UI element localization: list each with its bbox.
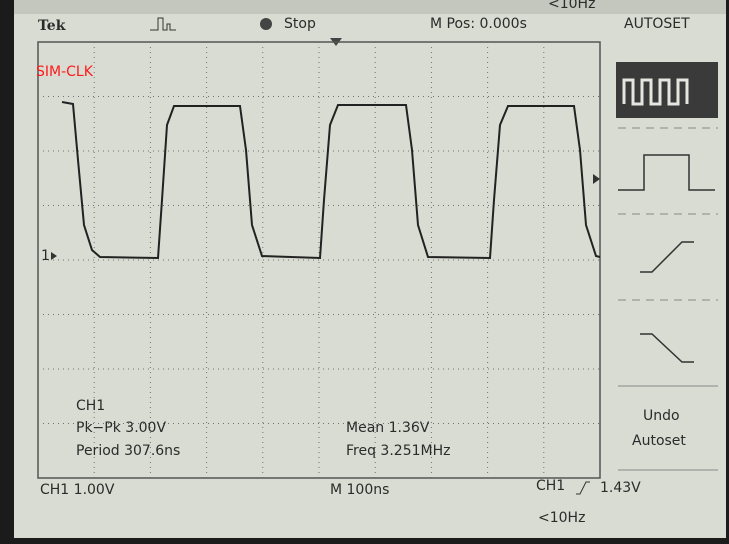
stop-dot [260, 18, 272, 30]
trigger-level: 1.43V [600, 480, 641, 496]
top-filter: <10Hz [548, 0, 595, 12]
channel-marker: 1 [41, 248, 50, 264]
meas-channel: CH1 [76, 398, 105, 414]
meas-pkpk: Pk−Pk 3.00V [76, 420, 166, 436]
autoset-label[interactable]: Autoset [632, 433, 686, 449]
run-state: Stop [284, 16, 316, 32]
top-strip [14, 0, 726, 14]
meas-mean: Mean 1.36V [346, 420, 430, 436]
menu-title: AUTOSET [624, 16, 690, 32]
overlay-label: SIM-CLK [36, 64, 94, 80]
undo-label[interactable]: Undo [643, 408, 680, 424]
channel-scale: CH1 1.00V [40, 482, 115, 498]
page: <10Hz Tek Stop M Pos: 0.000s AUTOSET SIM… [0, 0, 729, 544]
autoset-option-selected[interactable] [616, 62, 718, 118]
meas-period: Period 307.6ns [76, 443, 180, 459]
trigger-source: CH1 [536, 478, 565, 494]
brand: Tek [38, 18, 66, 34]
oscilloscope-screen: <10Hz Tek Stop M Pos: 0.000s AUTOSET SIM… [0, 0, 729, 544]
timebase: M 100ns [330, 482, 389, 498]
meas-freq: Freq 3.251MHz [346, 443, 450, 459]
trigger-filter: <10Hz [538, 510, 585, 526]
position: M Pos: 0.000s [430, 16, 527, 32]
